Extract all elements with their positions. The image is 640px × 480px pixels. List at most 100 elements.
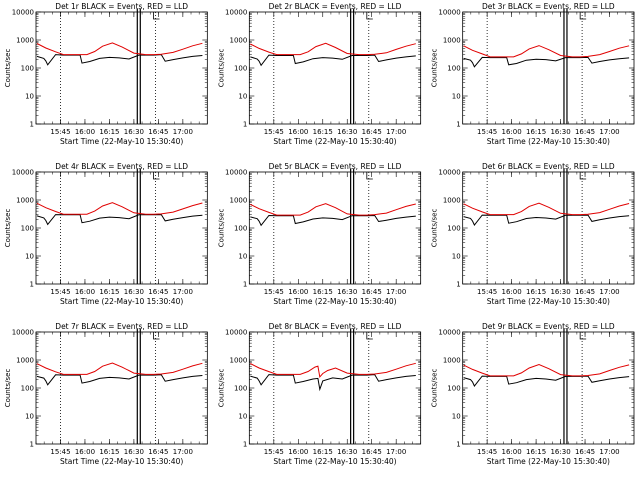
y-tick-label: 1000 <box>230 357 248 365</box>
x-tick-label: 16:45 <box>148 288 168 296</box>
x-tick-label: 16:30 <box>124 128 144 136</box>
panel-title: Det 1r BLACK = Events, RED = LLD <box>55 2 188 11</box>
y-tick-label: 10 <box>238 93 247 101</box>
x-tick-label: 16:00 <box>288 288 308 296</box>
x-tick-label: 15:45 <box>50 128 70 136</box>
y-tick-label: 1 <box>30 281 34 289</box>
series-line-lld <box>36 42 203 56</box>
x-axis-label: Start Time (22-May-10 15:30:40) <box>487 457 610 466</box>
y-axis-label: Counts/sec <box>431 49 439 88</box>
plot-frame <box>462 331 635 445</box>
x-axis-label: Start Time (22-May-10 15:30:40) <box>273 297 396 306</box>
x-axis-label: Start Time (22-May-10 15:30:40) <box>273 137 396 146</box>
x-tick-label: 16:45 <box>362 288 382 296</box>
x-tick-label: 16:00 <box>75 128 95 136</box>
series-line-lld <box>463 45 630 58</box>
series-line-events <box>463 375 630 387</box>
x-tick-label: 16:00 <box>502 288 522 296</box>
plot-frame <box>248 171 422 285</box>
series-line-lld <box>36 202 203 215</box>
panel-title: Det 8r BLACK = Events, RED = LLD <box>269 322 402 331</box>
x-tick-label: 17:00 <box>386 128 406 136</box>
x-tick-label: 16:30 <box>337 448 357 456</box>
y-tick-label: 1000 <box>16 37 34 45</box>
detector-panel-6: Det 6r BLACK = Events, RED = LLD 1 10 100 10… <box>431 162 635 306</box>
y-tick-label: 1 <box>456 121 460 129</box>
detector-panel-5: Det 5r BLACK = Events, RED = LLD 1 10 100 10… <box>217 162 422 306</box>
panel-title: Det 4r BLACK = Events, RED = LLD <box>55 162 188 171</box>
series-line-events <box>463 56 630 68</box>
x-tick-label: 16:30 <box>337 288 357 296</box>
y-tick-label: 10000 <box>438 9 460 17</box>
series-line-events <box>36 54 203 66</box>
panel-title: Det 3r BLACK = Events, RED = LLD <box>482 2 615 11</box>
y-tick-label: 10 <box>25 253 34 261</box>
x-tick-label: 15:45 <box>50 288 70 296</box>
bracket-marker <box>366 12 373 20</box>
y-axis-label: Counts/sec <box>431 209 439 248</box>
bracket-marker <box>153 172 160 180</box>
bracket-marker <box>366 332 373 340</box>
y-tick-label: 100 <box>234 385 247 393</box>
detector-panel-1: Det 1r BLACK = Events, RED = LLD 1 10 100 10… <box>4 2 208 146</box>
x-tick-label: 17:00 <box>599 288 619 296</box>
y-tick-label: 10000 <box>225 169 247 177</box>
bracket-marker <box>366 172 373 180</box>
bracket-marker <box>579 12 587 20</box>
y-tick-label: 10 <box>452 413 461 421</box>
y-axis-label: Counts/sec <box>217 49 225 88</box>
y-tick-label: 1000 <box>230 37 248 45</box>
x-tick-label: 15:45 <box>50 448 70 456</box>
panel-title: Det 9r BLACK = Events, RED = LLD <box>482 322 615 331</box>
detector-panel-8: Det 8r BLACK = Events, RED = LLD 1 10 100 10… <box>217 322 422 466</box>
y-tick-label: 10 <box>452 253 461 261</box>
panel-title: Det 7r BLACK = Events, RED = LLD <box>55 322 188 331</box>
y-axis-label: Counts/sec <box>4 209 12 248</box>
x-tick-label: 16:45 <box>575 288 595 296</box>
x-axis-label: Start Time (22-May-10 15:30:40) <box>487 137 610 146</box>
panel-title: Det 6r BLACK = Events, RED = LLD <box>482 162 615 171</box>
y-tick-label: 100 <box>21 385 34 393</box>
detector-panel-4: Det 4r BLACK = Events, RED = LLD 1 10 100 10… <box>4 162 208 306</box>
x-axis-label: Start Time (22-May-10 15:30:40) <box>60 457 183 466</box>
x-tick-label: 15:45 <box>264 128 284 136</box>
x-tick-label: 16:45 <box>148 448 168 456</box>
y-tick-label: 1000 <box>443 197 461 205</box>
x-tick-label: 16:45 <box>148 128 168 136</box>
plot-frame <box>35 11 208 125</box>
y-tick-label: 1000 <box>230 197 248 205</box>
y-tick-label: 1 <box>456 281 460 289</box>
x-tick-label: 16:45 <box>575 448 595 456</box>
y-tick-label: 10000 <box>225 329 247 337</box>
y-axis-label: Counts/sec <box>4 369 12 408</box>
x-tick-label: 15:45 <box>264 448 284 456</box>
plot-frame <box>462 171 635 285</box>
x-tick-label: 17:00 <box>173 288 193 296</box>
x-tick-label: 16:30 <box>124 288 144 296</box>
y-tick-label: 1000 <box>443 357 461 365</box>
x-tick-label: 16:45 <box>362 128 382 136</box>
y-tick-label: 10000 <box>438 169 460 177</box>
series-line-lld <box>36 362 203 375</box>
y-axis-label: Counts/sec <box>217 209 225 248</box>
y-tick-label: 10 <box>25 93 34 101</box>
series-line-lld <box>463 363 630 377</box>
detector-panel-9: Det 9r BLACK = Events, RED = LLD 1 10 100 10… <box>431 322 635 466</box>
x-tick-label: 15:45 <box>477 128 497 136</box>
y-tick-label: 100 <box>21 225 34 233</box>
x-tick-label: 16:00 <box>288 128 308 136</box>
series-line-events <box>36 214 203 226</box>
plot-frame <box>248 11 422 125</box>
x-tick-label: 15:45 <box>264 288 284 296</box>
y-tick-label: 100 <box>234 225 247 233</box>
x-tick-label: 16:15 <box>526 448 546 456</box>
y-tick-label: 10 <box>238 413 247 421</box>
x-tick-label: 16:15 <box>99 288 119 296</box>
plot-frame <box>35 331 208 445</box>
x-tick-label: 16:15 <box>99 448 119 456</box>
detector-panel-3: Det 3r BLACK = Events, RED = LLD 1 10 100 10… <box>431 2 635 146</box>
y-tick-label: 100 <box>447 65 460 73</box>
x-tick-label: 16:00 <box>502 448 522 456</box>
x-tick-label: 16:30 <box>550 288 570 296</box>
x-tick-label: 16:30 <box>550 128 570 136</box>
